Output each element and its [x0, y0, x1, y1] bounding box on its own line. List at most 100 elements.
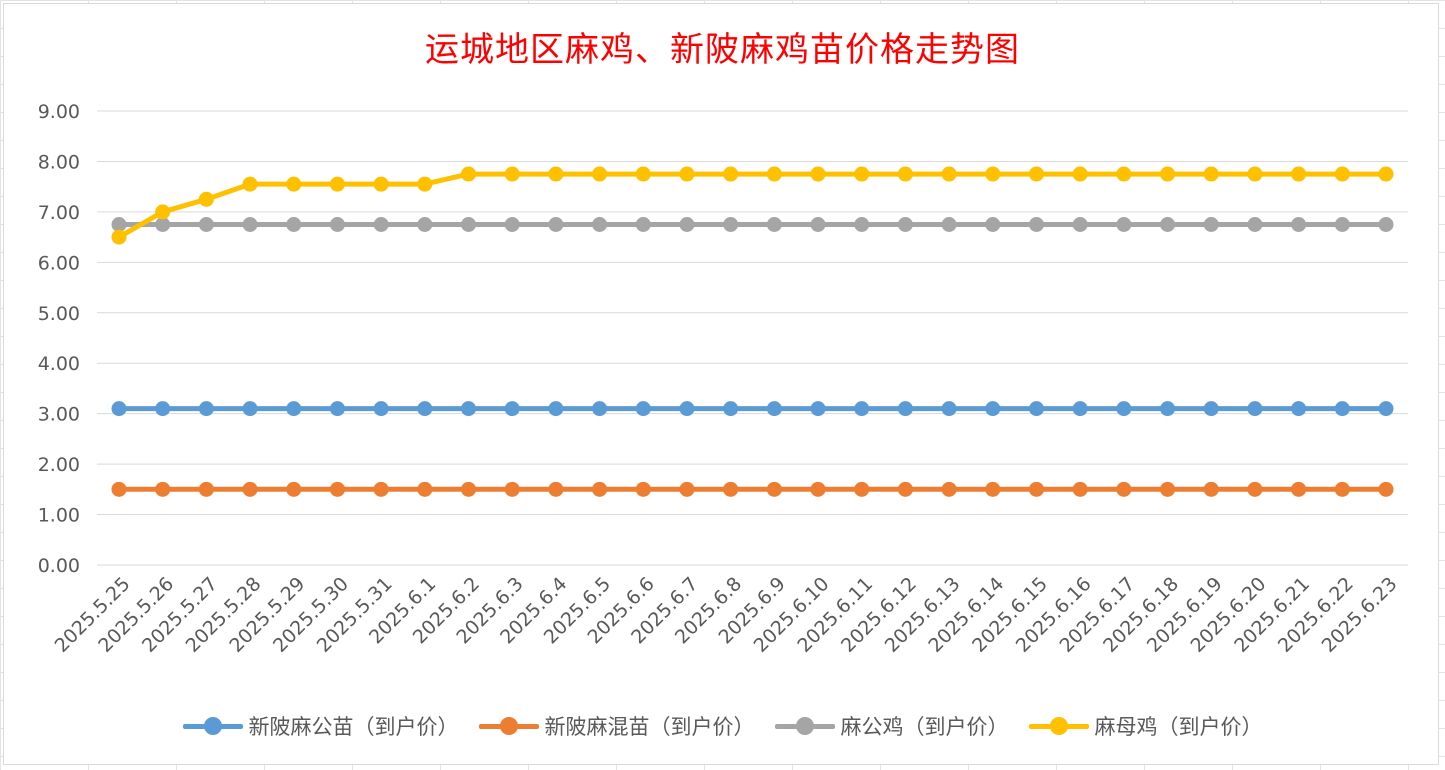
- data-point: [1334, 401, 1350, 417]
- data-point: [679, 401, 695, 417]
- legend-swatch: [1028, 716, 1089, 736]
- data-point: [723, 401, 739, 417]
- data-point: [1028, 481, 1044, 497]
- legend-item: 新陂麻混苗（到户价）: [478, 711, 755, 741]
- data-point: [810, 401, 826, 417]
- data-point: [723, 217, 739, 232]
- chart-legend: 新陂麻公苗（到户价） 新陂麻混苗（到户价） 麻公鸡（到户价） 麻母鸡（到户价）: [0, 706, 1445, 746]
- legend-marker: [203, 717, 222, 735]
- series-line: [116, 171, 1389, 240]
- data-point: [897, 166, 913, 182]
- legend-marker: [499, 717, 518, 735]
- data-point: [329, 401, 345, 417]
- data-point: [198, 401, 214, 417]
- data-point: [679, 217, 695, 232]
- legend-label: 新陂麻公苗（到户价）: [248, 715, 459, 739]
- data-point: [504, 481, 520, 497]
- data-point: [111, 401, 127, 417]
- data-point: [1291, 481, 1307, 497]
- data-point: [1378, 166, 1394, 182]
- data-point: [723, 166, 739, 182]
- data-point: [1378, 481, 1394, 497]
- data-point: [766, 401, 782, 417]
- data-point: [417, 217, 433, 232]
- data-point: [985, 166, 1001, 182]
- data-point: [1291, 401, 1307, 417]
- data-point: [373, 481, 389, 497]
- legend-swatch: [182, 716, 243, 736]
- y-tick-label: 1.00: [38, 505, 80, 527]
- data-point: [155, 401, 171, 417]
- data-point: [1334, 166, 1350, 182]
- data-point: [504, 166, 520, 182]
- data-point: [111, 217, 127, 232]
- data-point: [810, 166, 826, 182]
- data-point: [548, 401, 564, 417]
- data-point: [635, 166, 651, 182]
- data-point: [548, 217, 564, 232]
- data-point: [461, 401, 477, 417]
- data-point: [1160, 401, 1176, 417]
- data-point: [1072, 166, 1088, 182]
- data-point: [1028, 401, 1044, 417]
- legend-label: 麻母鸡（到户价）: [1094, 715, 1263, 739]
- data-point: [242, 176, 258, 192]
- data-point: [198, 191, 214, 207]
- y-tick-label: 3.00: [38, 404, 80, 426]
- data-point: [111, 229, 127, 245]
- data-point: [373, 176, 389, 192]
- data-point: [985, 481, 1001, 497]
- data-point: [417, 481, 433, 497]
- y-tick-label: 2.00: [38, 454, 80, 476]
- data-point: [286, 176, 302, 192]
- data-point: [198, 481, 214, 497]
- data-point: [198, 217, 214, 232]
- data-point: [1203, 481, 1219, 497]
- legend-marker: [795, 717, 814, 735]
- legend-marker: [1049, 717, 1068, 735]
- legend-label: 麻公鸡（到户价）: [840, 715, 1009, 739]
- data-point: [854, 166, 870, 182]
- data-point: [679, 481, 695, 497]
- data-point: [373, 217, 389, 232]
- data-point: [810, 481, 826, 497]
- data-point: [329, 217, 345, 232]
- y-tick-label: 8.00: [38, 151, 80, 173]
- data-point: [155, 481, 171, 497]
- data-point: [766, 166, 782, 182]
- chart-area[interactable]: [3, 3, 1439, 765]
- data-point: [417, 176, 433, 192]
- data-point: [985, 217, 1001, 232]
- chart-title: 运城地区麻鸡、新陂麻鸡苗价格走势图: [425, 30, 1020, 70]
- y-tick-label: 7.00: [38, 202, 80, 224]
- legend-swatch: [774, 716, 835, 736]
- data-point: [1203, 217, 1219, 232]
- data-point: [1160, 217, 1176, 232]
- data-point: [1072, 217, 1088, 232]
- data-point: [1160, 481, 1176, 497]
- data-point: [1334, 217, 1350, 232]
- data-point: [1028, 217, 1044, 232]
- legend-label: 新陂麻混苗（到户价）: [544, 715, 755, 739]
- data-point: [941, 217, 957, 232]
- data-point: [897, 481, 913, 497]
- data-point: [461, 217, 477, 232]
- legend-item: 麻母鸡（到户价）: [1028, 711, 1263, 741]
- data-point: [766, 481, 782, 497]
- data-point: [461, 166, 477, 182]
- data-point: [635, 217, 651, 232]
- data-point: [111, 481, 127, 497]
- data-point: [1072, 481, 1088, 497]
- data-point: [766, 217, 782, 232]
- data-point: [723, 481, 739, 497]
- data-point: [504, 401, 520, 417]
- data-point: [592, 481, 608, 497]
- y-tick-label: 4.00: [38, 353, 80, 375]
- data-point: [897, 217, 913, 232]
- data-point: [941, 481, 957, 497]
- data-point: [548, 166, 564, 182]
- data-point: [373, 401, 389, 417]
- data-point: [679, 166, 695, 182]
- data-point: [1291, 166, 1307, 182]
